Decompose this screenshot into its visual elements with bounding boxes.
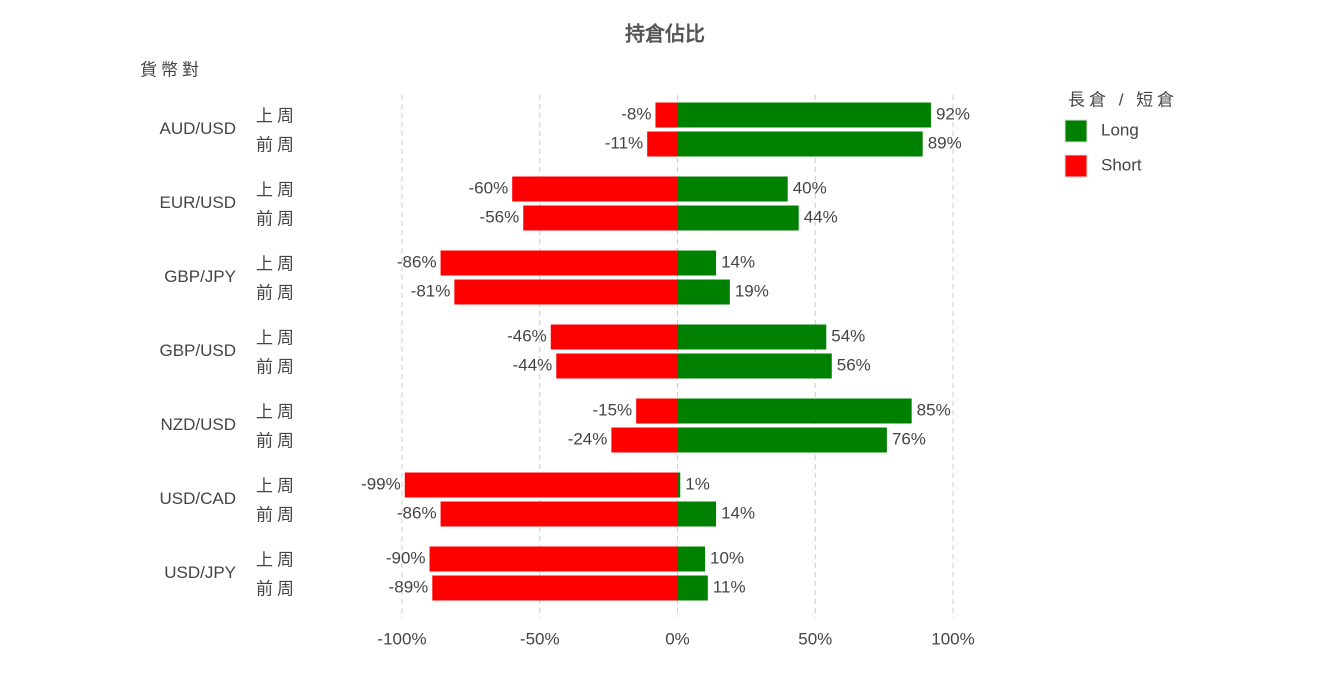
data-label: 1% (685, 474, 710, 493)
data-label: 40% (793, 178, 827, 197)
data-label: -89% (389, 577, 429, 596)
bar (677, 353, 832, 379)
bar (677, 546, 706, 572)
data-label: 76% (892, 429, 926, 448)
bar (429, 546, 678, 572)
x-tick-label: -50% (520, 629, 560, 648)
bar (677, 472, 681, 498)
bar (523, 205, 678, 231)
bar (677, 427, 887, 453)
bar (677, 501, 717, 527)
data-label: 10% (710, 548, 744, 567)
bar (677, 279, 730, 305)
bar (677, 131, 923, 157)
x-tick-label: 50% (798, 629, 832, 648)
category-label: 前周 (256, 579, 298, 598)
group-label: GBP/USD (159, 341, 236, 360)
legend-label: Long (1101, 120, 1139, 139)
category-label: 前周 (256, 283, 298, 302)
data-label: -46% (507, 326, 547, 345)
bar (677, 102, 931, 128)
data-label: -86% (397, 252, 437, 271)
legend-title: 長倉 / 短倉 (1068, 90, 1178, 109)
chart-title: 持倉佔比 (625, 21, 705, 45)
x-tick-label: 100% (931, 629, 974, 648)
bar (404, 472, 678, 498)
data-label: -90% (386, 548, 426, 567)
data-label: -56% (480, 207, 520, 226)
group-label: NZD/USD (160, 415, 236, 434)
category-label: 前周 (256, 505, 298, 524)
bar (677, 575, 708, 601)
group-label: AUD/USD (159, 119, 236, 138)
data-label: -11% (605, 133, 643, 152)
group-label: USD/CAD (159, 489, 236, 508)
data-label: 54% (831, 326, 865, 345)
data-label: 44% (804, 207, 838, 226)
data-label: -15% (592, 400, 632, 419)
legend-swatch (1064, 119, 1088, 143)
bar (636, 398, 678, 424)
legend-label: Short (1101, 155, 1142, 174)
category-label: 前周 (256, 357, 298, 376)
x-tick-label: 0% (665, 629, 690, 648)
data-label: -81% (411, 281, 451, 300)
data-label: -44% (513, 355, 553, 374)
bar (550, 324, 678, 350)
data-label: -24% (568, 429, 608, 448)
bar (611, 427, 678, 453)
bar (677, 250, 717, 276)
bar (655, 102, 678, 128)
category-label: 上周 (256, 476, 298, 495)
data-label: -86% (397, 503, 437, 522)
bar (512, 176, 678, 202)
bar (440, 250, 678, 276)
group-label: USD/JPY (164, 563, 236, 582)
category-label: 上周 (256, 180, 298, 199)
bar (677, 398, 912, 424)
data-label: 14% (721, 503, 755, 522)
bar (432, 575, 678, 601)
legend-swatch (1064, 154, 1088, 178)
bar (677, 324, 827, 350)
bar (556, 353, 678, 379)
data-label: -8% (621, 104, 651, 123)
data-label: 85% (917, 400, 951, 419)
category-label: 前周 (256, 209, 298, 228)
data-label: 89% (928, 133, 962, 152)
bar (454, 279, 678, 305)
data-label: 14% (721, 252, 755, 271)
data-label: -60% (469, 178, 509, 197)
bar (440, 501, 678, 527)
data-label: 19% (735, 281, 769, 300)
y-axis-label: 貨幣對 (140, 60, 203, 79)
category-label: 上周 (256, 254, 298, 273)
category-label: 前周 (256, 431, 298, 450)
data-label: 92% (936, 104, 970, 123)
category-label: 前周 (256, 135, 298, 154)
group-label: GBP/JPY (164, 267, 236, 286)
data-label: 56% (837, 355, 871, 374)
bar (647, 131, 678, 157)
data-label: 11% (713, 577, 746, 596)
group-label: EUR/USD (159, 193, 236, 212)
category-label: 上周 (256, 550, 298, 569)
data-label: -99% (361, 474, 401, 493)
bar (677, 176, 788, 202)
category-label: 上周 (256, 328, 298, 347)
x-tick-label: -100% (377, 629, 426, 648)
category-label: 上周 (256, 402, 298, 421)
category-label: 上周 (256, 106, 298, 125)
bar (677, 205, 799, 231)
